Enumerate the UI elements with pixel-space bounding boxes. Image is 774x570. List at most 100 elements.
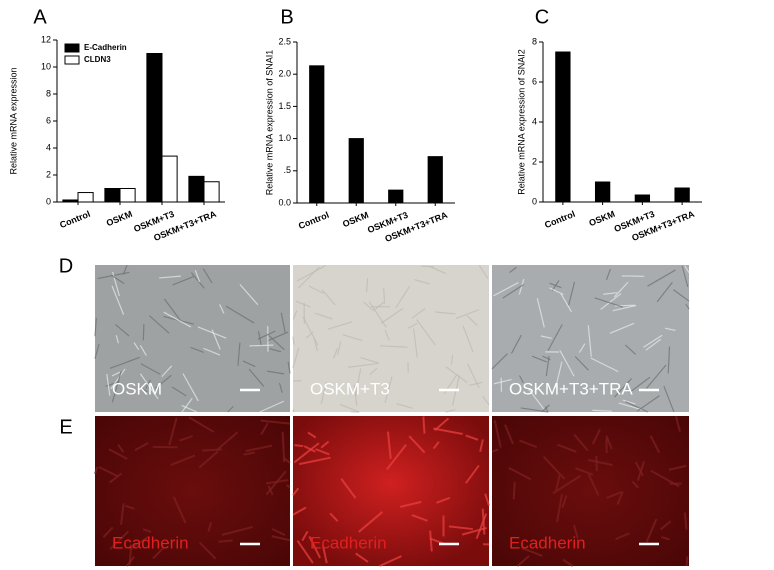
y-axis-label: Relative mRNA expression: [8, 67, 18, 174]
y-tick-label: 8: [532, 36, 537, 46]
cell-texture: [218, 539, 233, 543]
cell-texture: [482, 395, 490, 405]
bar: [188, 175, 205, 203]
y-axis-label: Relative mRNA expression of SNAI2: [516, 49, 526, 195]
cell-texture: [624, 344, 637, 355]
cell-texture: [339, 403, 360, 413]
cell-texture: [181, 404, 198, 413]
cell-texture: [340, 478, 357, 499]
cell-texture: [163, 298, 182, 322]
cell-texture: [436, 496, 451, 504]
bar: [594, 181, 611, 203]
cell-texture: [618, 402, 642, 411]
cell-texture: [512, 481, 516, 500]
cell-texture: [190, 346, 205, 354]
cell-texture: [445, 409, 456, 413]
cell-texture: [109, 530, 130, 550]
cell-texture: [314, 312, 333, 320]
cell-texture: [421, 265, 434, 268]
cell-texture: [112, 271, 120, 297]
cell-texture: [561, 495, 568, 509]
cell-texture: [109, 472, 123, 484]
cell-texture: [667, 346, 671, 374]
cell-texture: [578, 343, 586, 353]
cell-texture: [432, 441, 440, 450]
cell-texture: [102, 526, 114, 538]
cell-texture: [380, 307, 404, 324]
cell-texture: [572, 524, 579, 539]
cell-texture: [94, 343, 100, 359]
cell-texture: [179, 435, 193, 442]
cell-texture: [465, 464, 480, 484]
cell-texture: [594, 297, 624, 308]
panel-label: D: [59, 255, 73, 277]
cell-texture: [510, 334, 522, 354]
cell-texture: [109, 356, 141, 369]
cell-texture: [207, 521, 213, 532]
y-tick-label: 6: [532, 76, 537, 86]
cell-texture: [284, 458, 291, 464]
cell-texture: [649, 435, 661, 454]
cell-texture: [547, 324, 563, 351]
cell-texture: [305, 331, 314, 339]
cell-texture: [478, 264, 489, 279]
cell-texture: [603, 292, 618, 295]
cell-texture: [462, 325, 474, 353]
bar: [309, 65, 325, 204]
cell-texture: [493, 420, 502, 448]
cell-texture: [280, 312, 286, 333]
cell-texture: [152, 445, 178, 449]
cell-texture: [574, 356, 589, 371]
cell-texture: [430, 266, 447, 275]
cell-texture: [445, 366, 468, 383]
bar: [62, 199, 79, 203]
cell-texture: [265, 479, 289, 485]
cell-texture: [647, 269, 676, 287]
cell-texture: [557, 443, 577, 453]
cell-texture: [163, 311, 192, 328]
panel-label: C: [535, 6, 549, 28]
cell-texture: [271, 528, 286, 537]
cell-texture: [198, 450, 219, 469]
cell-texture: [111, 371, 122, 403]
cell-texture: [509, 266, 517, 273]
cell-texture: [395, 285, 411, 309]
cell-texture: [292, 347, 300, 369]
bar: [104, 188, 121, 203]
cell-texture: [369, 367, 378, 376]
cell-texture: [308, 285, 324, 294]
x-tick-label: Control: [297, 210, 330, 231]
cell-texture: [661, 536, 670, 541]
x-tick-label: OSKM: [105, 209, 134, 228]
cell-texture: [663, 385, 675, 413]
cell-texture: [685, 556, 689, 567]
cell-texture: [466, 315, 478, 326]
bar: [674, 187, 690, 203]
cell-texture: [292, 408, 295, 413]
cell-texture: [98, 466, 119, 478]
bar: [161, 155, 178, 203]
y-tick-label: 1.5: [278, 101, 291, 111]
cell-texture: [575, 467, 594, 476]
cell-texture: [605, 435, 613, 450]
cell-texture: [260, 422, 269, 435]
cell-texture: [125, 555, 136, 567]
cell-texture: [673, 289, 690, 302]
cell-texture: [142, 324, 145, 341]
legend-swatch: [64, 43, 80, 53]
cell-texture: [396, 403, 413, 409]
cell-texture: [408, 435, 426, 454]
y-tick-label: 10: [41, 61, 51, 71]
cell-texture: [368, 301, 387, 328]
cell-texture: [379, 555, 402, 567]
cell-texture: [461, 526, 487, 536]
cell-texture: [259, 400, 285, 413]
cell-texture: [285, 484, 291, 489]
cell-texture: [172, 496, 187, 524]
cell-texture: [412, 328, 418, 358]
cell-texture: [379, 345, 408, 348]
cell-texture: [120, 503, 125, 525]
image-label: Ecadherin: [509, 533, 586, 552]
cell-texture: [190, 272, 205, 289]
